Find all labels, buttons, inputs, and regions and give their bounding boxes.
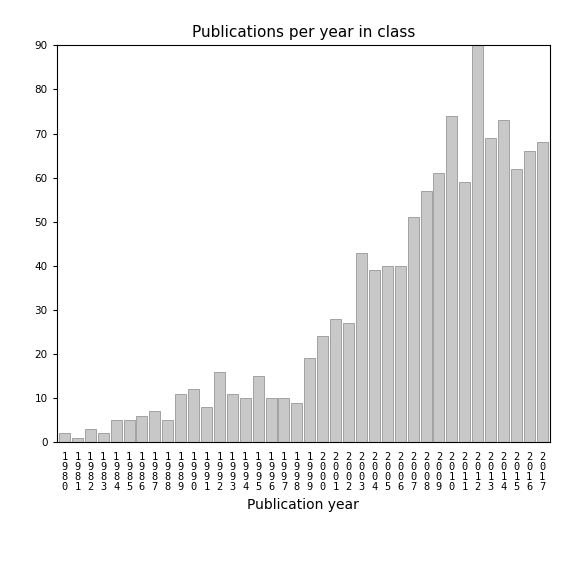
Bar xyxy=(382,266,393,442)
Bar xyxy=(433,174,445,442)
Bar xyxy=(240,398,251,442)
Bar xyxy=(498,120,509,442)
Bar xyxy=(446,116,458,442)
Bar xyxy=(85,429,96,442)
Bar xyxy=(537,142,548,442)
Bar xyxy=(395,266,405,442)
Bar xyxy=(149,412,160,442)
Bar xyxy=(214,372,225,442)
X-axis label: Publication year: Publication year xyxy=(247,497,359,511)
Bar xyxy=(59,433,70,442)
Bar xyxy=(162,420,174,442)
Bar xyxy=(317,336,328,442)
Bar xyxy=(253,376,264,442)
Bar xyxy=(98,433,109,442)
Bar xyxy=(421,191,431,442)
Bar xyxy=(356,253,367,442)
Bar xyxy=(485,138,496,442)
Bar xyxy=(111,420,121,442)
Bar xyxy=(304,358,315,442)
Bar xyxy=(72,438,83,442)
Bar xyxy=(472,45,483,442)
Bar xyxy=(201,407,212,442)
Bar xyxy=(408,217,418,442)
Bar xyxy=(524,151,535,442)
Bar xyxy=(137,416,147,442)
Title: Publications per year in class: Publications per year in class xyxy=(192,25,415,40)
Bar xyxy=(369,270,380,442)
Bar xyxy=(343,323,354,442)
Bar xyxy=(188,390,199,442)
Bar xyxy=(459,182,470,442)
Bar xyxy=(175,393,186,442)
Bar xyxy=(265,398,277,442)
Bar xyxy=(511,169,522,442)
Bar xyxy=(330,319,341,442)
Bar xyxy=(291,403,302,442)
Bar xyxy=(124,420,134,442)
Bar xyxy=(278,398,290,442)
Bar xyxy=(227,393,238,442)
